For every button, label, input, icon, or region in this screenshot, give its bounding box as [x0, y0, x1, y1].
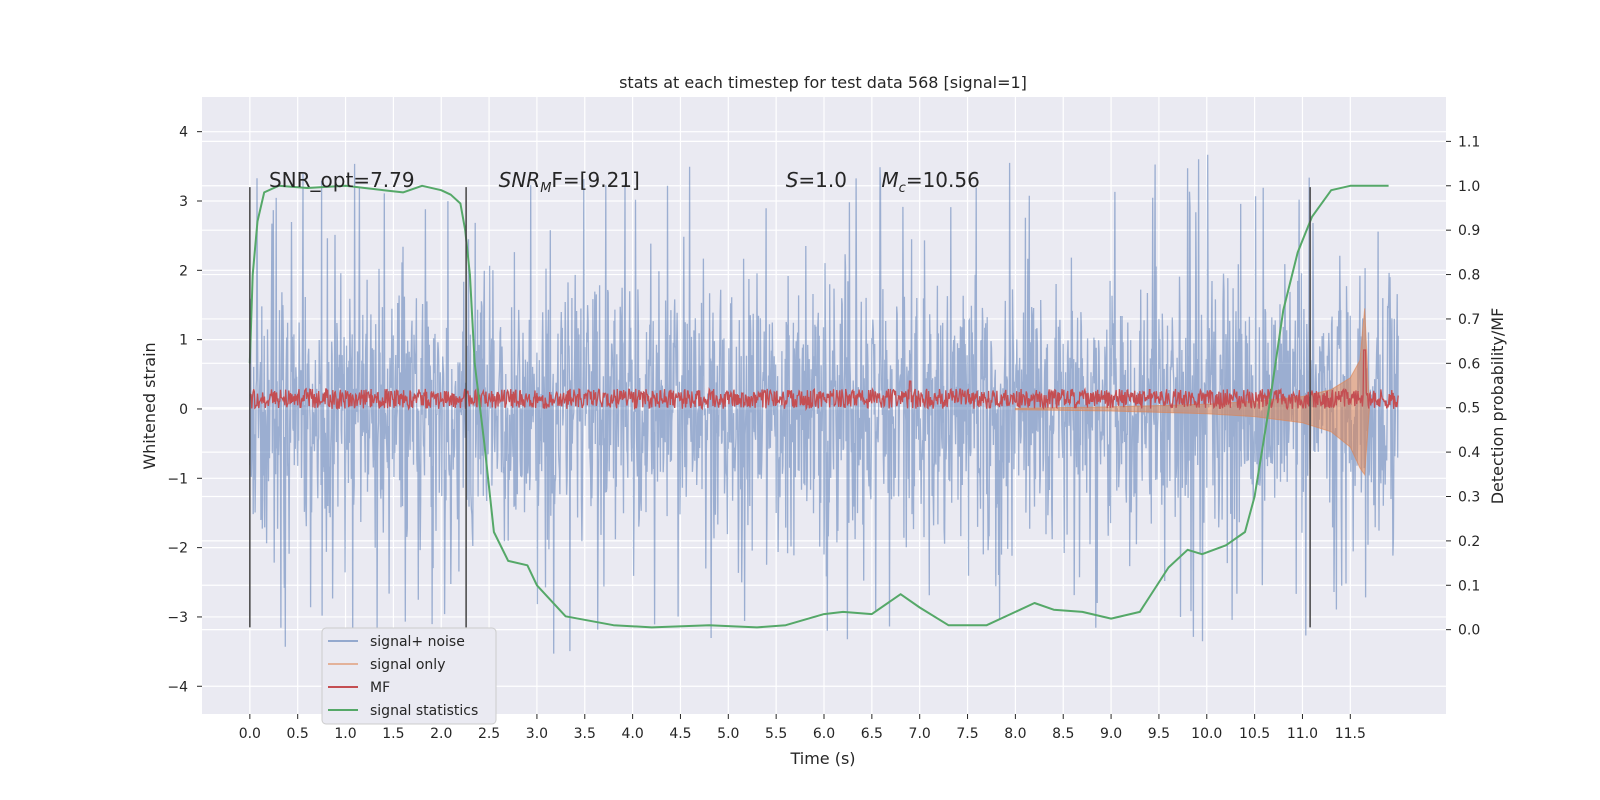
y-right-tick-label: 0.8: [1458, 268, 1480, 284]
x-tick-label: 1.0: [334, 726, 356, 742]
x-tick-label: 5.5: [765, 726, 787, 742]
y-right-tick-label: 0.9: [1458, 223, 1480, 239]
annotation-text: S=1.0: [786, 168, 847, 192]
y-left-tick-label: −1: [167, 471, 188, 487]
x-tick-label: 11.0: [1287, 726, 1318, 742]
y-left-tick-label: −2: [167, 541, 188, 557]
x-tick-label: 7.0: [909, 726, 931, 742]
legend-box: [321, 627, 497, 725]
annotation-text: SNR_opt=7.79: [269, 168, 415, 192]
y-right-tick-label: 0.7: [1458, 312, 1480, 328]
x-tick-label: 10.0: [1191, 726, 1222, 742]
y-right-tick-label: 0.5: [1458, 401, 1480, 417]
vertical-markers: [249, 187, 1311, 628]
y-right-tick-label: 0.4: [1458, 445, 1480, 461]
y-right-tick-label: 1.1: [1458, 134, 1480, 150]
x-tick-label: 6.5: [861, 726, 883, 742]
x-tick-label: 3.0: [526, 726, 548, 742]
x-tick-label: 7.5: [956, 726, 978, 742]
legend-label-signal-noise: signal+ noise: [370, 634, 465, 650]
x-tick-label: 8.5: [1052, 726, 1074, 742]
legend-label-signal-only: signal only: [370, 657, 445, 673]
y-right-tick-label: 0.6: [1458, 356, 1480, 372]
signal-noise-series: [249, 154, 1399, 654]
y-left-tick-label: 4: [179, 125, 188, 141]
y-left-tick-label: 2: [179, 263, 188, 279]
x-tick-label: 6.0: [813, 726, 835, 742]
x-tick-label: 2.5: [478, 726, 500, 742]
mf-series: [249, 349, 1399, 412]
x-tick-label: 9.0: [1100, 726, 1122, 742]
x-tick-label: 1.5: [382, 726, 404, 742]
x-tick-label: 4.0: [621, 726, 643, 742]
x-tick-label: 0.5: [287, 726, 309, 742]
mf-line: [249, 349, 1399, 412]
y-right-tick-label: 0.2: [1458, 534, 1480, 550]
axis-ticks: 0.0 0.5 1.0 1.5 2.0 2.5 3.0 3.5 4.0 4.5 5.0 5.5 6.0 6…: [167, 125, 1480, 742]
signal-noise-line: [249, 154, 1399, 654]
y-right-tick-label: 0.1: [1458, 578, 1480, 594]
x-tick-label: 9.5: [1148, 726, 1170, 742]
x-tick-label: 2.0: [430, 726, 452, 742]
chart-title: stats at each timestep for test data 568…: [619, 73, 1027, 92]
x-tick-label: 4.5: [669, 726, 691, 742]
y-right-tick-label: 0.3: [1458, 489, 1480, 505]
y-axis-left-label: Whitened strain: [140, 342, 159, 469]
x-tick-label: 10.5: [1239, 726, 1270, 742]
x-tick-label: 5.0: [717, 726, 739, 742]
annotation-text: SNRMF=[9.21]: [499, 168, 640, 196]
x-axis-label: Time (s): [789, 749, 855, 768]
annotation-text: Mc=10.56: [881, 168, 979, 196]
y-axis-right-label: Detection probability/MF: [1488, 308, 1507, 505]
legend-label-signal-statistics: signal statistics: [370, 703, 478, 719]
y-right-tick-label: 1.0: [1458, 179, 1480, 195]
y-left-tick-label: −4: [167, 679, 188, 695]
signal-statistics-series: [248, 184, 1389, 629]
y-left-tick-label: 0: [179, 402, 188, 418]
y-left-tick-label: −3: [167, 610, 188, 626]
x-tick-label: 0.0: [239, 726, 261, 742]
x-tick-label: 8.0: [1004, 726, 1026, 742]
signal-statistics-line: [248, 184, 1389, 629]
y-left-tick-label: 1: [179, 333, 188, 349]
y-right-tick-label: 0.0: [1458, 623, 1480, 639]
x-tick-label: 3.5: [574, 726, 596, 742]
y-left-tick-label: 3: [179, 194, 188, 210]
legend: signal+ noise signal only MF signal stat…: [321, 627, 497, 725]
legend-label-mf: MF: [370, 680, 390, 696]
annotations: SNR_opt=7.79 SNRMF=[9.21] S=1.0 Mc=10.56: [269, 168, 980, 196]
x-tick-label: 11.5: [1335, 726, 1366, 742]
